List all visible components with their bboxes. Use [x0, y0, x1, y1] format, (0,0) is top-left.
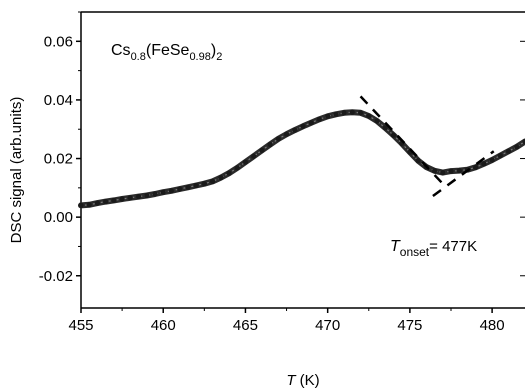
x-axis-ticks: 455 460 465 470 475 480	[68, 308, 505, 334]
y-axis-label: DSC signal (arb.units)	[8, 97, 25, 244]
y-tick-label: 0.00	[44, 209, 73, 226]
onset-temperature-label: Tonset= 477K	[390, 238, 477, 259]
dsc-data-point	[94, 200, 100, 206]
y-tick-label: 0.02	[44, 151, 73, 168]
dsc-data-point	[193, 182, 199, 189]
dsc-data-point	[275, 136, 281, 142]
dsc-data-point	[177, 186, 183, 192]
dsc-data-point	[259, 147, 265, 153]
x-axis-label: T (K)	[286, 372, 319, 389]
y-tick-label: 0.04	[44, 92, 73, 109]
dsc-data-point	[432, 168, 438, 174]
dsc-data-point	[119, 196, 125, 202]
dsc-data-point	[234, 165, 240, 171]
x-tick-label: 460	[151, 317, 176, 334]
compound-formula-label: Cs0.8(FeSe0.98)2	[111, 42, 222, 63]
dsc-data-point	[300, 123, 306, 129]
dsc-data-point	[284, 131, 290, 137]
dsc-data-point	[316, 116, 322, 122]
dsc-data-point	[242, 159, 248, 165]
x-tick-label: 480	[480, 317, 505, 334]
dsc-data-point	[160, 189, 166, 195]
dsc-data-point	[168, 188, 174, 194]
dsc-data-point	[473, 164, 479, 170]
dsc-data-point	[481, 161, 487, 167]
dsc-data-point	[390, 132, 396, 138]
x-tick-label: 470	[315, 317, 340, 334]
dsc-data-point	[86, 202, 92, 208]
dsc-data-point	[366, 113, 372, 119]
dsc-data-point	[440, 170, 446, 176]
dsc-data-point	[292, 127, 298, 133]
x-tick-label: 455	[68, 317, 93, 334]
dsc-data-point	[308, 120, 314, 126]
dsc-data-point	[267, 141, 273, 148]
dsc-data-point	[201, 181, 207, 187]
dsc-data-point	[218, 175, 224, 181]
dsc-data-point	[415, 158, 421, 164]
dsc-data-point	[341, 110, 347, 116]
y-tick-label: -0.02	[39, 268, 73, 285]
dsc-data-point	[210, 178, 216, 184]
dsc-data-point	[522, 138, 525, 145]
dsc-data-point	[358, 110, 364, 116]
x-tick-label: 475	[397, 317, 422, 334]
dsc-data-point	[103, 199, 109, 205]
plot-area	[78, 11, 525, 309]
y-axis-ticks: -0.02 0.00 0.02 0.04 0.06	[39, 11, 525, 285]
dsc-data-point	[374, 118, 380, 124]
dsc-data-point	[226, 170, 232, 176]
dsc-data-point	[111, 197, 117, 203]
dsc-data-point	[456, 168, 462, 174]
dsc-data-point	[185, 184, 191, 190]
dsc-data-point	[489, 157, 495, 163]
dsc-data-point	[333, 111, 339, 117]
dsc-data-point	[136, 194, 142, 200]
dsc-data-point	[127, 195, 133, 201]
dsc-data-point	[325, 113, 331, 119]
tangent-dashed-line	[359, 95, 447, 189]
dsc-data-point	[251, 153, 257, 159]
dsc-data-point	[506, 148, 512, 154]
dsc-data-point	[448, 168, 454, 174]
dsc-data-point	[497, 153, 503, 159]
y-tick-label: 0.06	[44, 33, 73, 50]
tangent-dashed-line	[432, 150, 495, 198]
dsc-data-point	[382, 125, 388, 131]
dsc-data-point	[144, 192, 150, 199]
x-tick-label: 465	[233, 317, 258, 334]
dsc-data-point	[349, 109, 355, 115]
dsc-data-point	[78, 202, 84, 208]
dsc-data-point	[152, 191, 158, 197]
dsc-data-point	[514, 144, 520, 150]
